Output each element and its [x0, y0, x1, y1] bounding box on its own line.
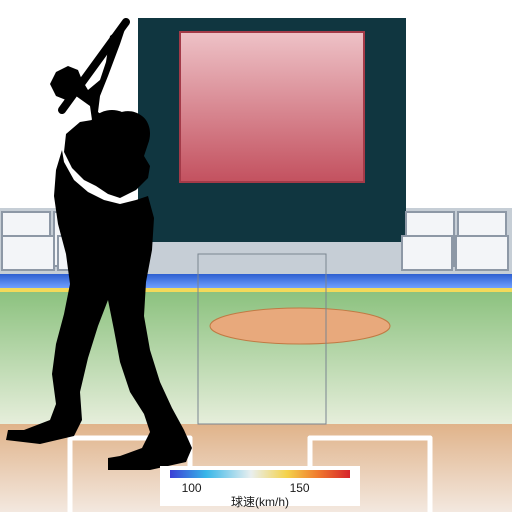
legend-tick: 100: [182, 481, 202, 495]
legend-bar: [170, 470, 350, 478]
mound: [210, 308, 390, 344]
legend-axis-label: 球速(km/h): [231, 495, 289, 509]
batter-head: [86, 110, 138, 162]
stand-panel: [2, 236, 54, 270]
stand-panel: [456, 236, 508, 270]
legend-tick: 150: [290, 481, 310, 495]
pitch-chart-stage: 100 150球速(km/h): [0, 0, 512, 512]
chart-svg: 100 150球速(km/h): [0, 0, 512, 512]
scoreboard-base: [110, 208, 406, 242]
scoreboard-screen: [180, 32, 364, 182]
stand-panel: [402, 236, 452, 270]
